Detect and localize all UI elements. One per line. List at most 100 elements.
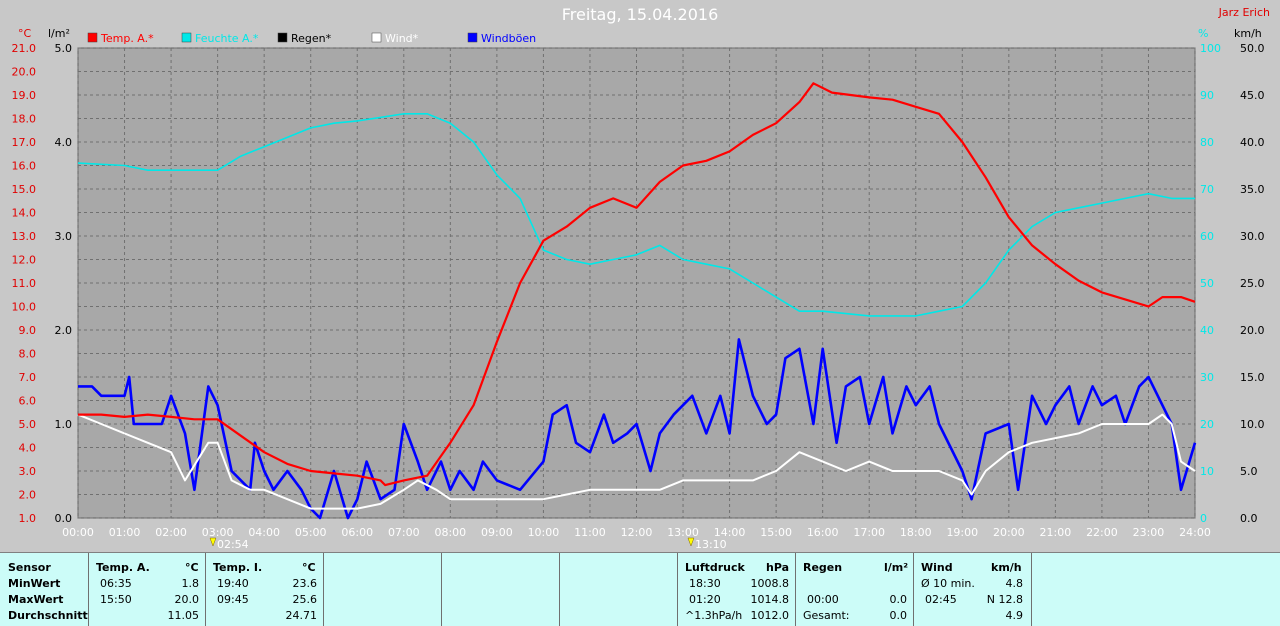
humidity-tick-label: 100 bbox=[1200, 42, 1221, 55]
temp-tick-label: 15.0 bbox=[12, 183, 37, 196]
x-tick-label: 00:00 bbox=[62, 526, 94, 539]
x-tick-label: 03:00 bbox=[202, 526, 234, 539]
legend-label: Wind* bbox=[385, 32, 419, 45]
temp-i-max-val: 25.6 bbox=[292, 593, 318, 606]
temp-tick-label: 18.0 bbox=[12, 113, 37, 126]
wind-tick-label: 15.0 bbox=[1240, 371, 1265, 384]
pressure-max-val: 1014.8 bbox=[750, 593, 790, 606]
temp-tick-label: 8.0 bbox=[19, 348, 37, 361]
x-tick-label: 20:00 bbox=[993, 526, 1025, 539]
wind-tick-label: 20.0 bbox=[1240, 324, 1265, 337]
humidity-tick-label: 40 bbox=[1200, 324, 1214, 337]
rain-tick-label: 5.0 bbox=[55, 42, 73, 55]
marker-icon bbox=[687, 537, 695, 547]
x-tick-label: 24:00 bbox=[1179, 526, 1211, 539]
rain-tick-label: 0.0 bbox=[55, 512, 73, 525]
rain-total-val: 0.0 bbox=[889, 609, 908, 622]
pressure-max-time: 01:20 bbox=[689, 593, 721, 606]
temp-tick-label: 2.0 bbox=[19, 489, 37, 502]
wind-tick-label: 25.0 bbox=[1240, 277, 1265, 290]
legend-swatch bbox=[87, 32, 98, 43]
legend: Temp. A.* Feuchte A.* Regen* Wind* Windböen bbox=[87, 32, 536, 45]
marker-icon bbox=[209, 537, 217, 547]
temp-a-header: Temp. A. bbox=[96, 561, 150, 574]
x-tick-label: 13:00 bbox=[667, 526, 699, 539]
legend-swatch bbox=[277, 32, 288, 43]
legend-label: Regen* bbox=[291, 32, 332, 45]
x-tick-label: 19:00 bbox=[946, 526, 978, 539]
x-tick-label: 23:00 bbox=[1133, 526, 1165, 539]
temp-a-max-val: 20.0 bbox=[174, 593, 200, 606]
legend-label: Windböen bbox=[481, 32, 536, 45]
sensor-header: Sensor bbox=[8, 561, 51, 574]
humidity-tick-label: 70 bbox=[1200, 183, 1214, 196]
temp-tick-label: 4.0 bbox=[19, 442, 37, 455]
rain-header: Regen bbox=[803, 561, 843, 574]
wind-avg: 4.9 bbox=[1005, 609, 1024, 622]
temp-i-max-time: 09:45 bbox=[217, 593, 249, 606]
legend-label: Feuchte A.* bbox=[195, 32, 259, 45]
temp-unit-label: °C bbox=[18, 27, 32, 40]
legend-swatch bbox=[467, 32, 478, 43]
pressure-min-time: 18:30 bbox=[689, 577, 721, 590]
temp-tick-label: 6.0 bbox=[19, 395, 37, 408]
stats-table: Sensor MinWert MaxWert Durchschnitt Temp… bbox=[0, 552, 1280, 626]
humidity-tick-label: 20 bbox=[1200, 418, 1214, 431]
pressure-unit: hPa bbox=[766, 561, 790, 574]
series-line bbox=[77, 113, 1195, 317]
rain-tick-label: 4.0 bbox=[55, 136, 73, 149]
temp-tick-label: 3.0 bbox=[19, 465, 37, 478]
rain-tick-label: 3.0 bbox=[55, 230, 73, 243]
author-label: Jarz Erich bbox=[1218, 6, 1270, 19]
x-tick-label: 12:00 bbox=[621, 526, 653, 539]
temp-a-max-time: 15:50 bbox=[100, 593, 132, 606]
row-label-avg: Durchschnitt bbox=[8, 609, 88, 622]
rain-unit-label: l/m² bbox=[48, 27, 70, 40]
temp-i-avg: 24.71 bbox=[285, 609, 318, 622]
temp-tick-label: 9.0 bbox=[19, 324, 37, 337]
pressure-trend: ^1.3hPa/h bbox=[685, 609, 743, 622]
wind-tick-label: 45.0 bbox=[1240, 89, 1265, 102]
pressure-avg: 1012.0 bbox=[750, 609, 790, 622]
wind-tick-label: 0.0 bbox=[1240, 512, 1258, 525]
humidity-tick-label: 60 bbox=[1200, 230, 1214, 243]
rain-time: 00:00 bbox=[807, 593, 839, 606]
legend-swatch bbox=[371, 32, 382, 43]
chart-title: Freitag, 15.04.2016 bbox=[561, 5, 719, 24]
x-tick-label: 01:00 bbox=[109, 526, 141, 539]
temp-a-unit: °C bbox=[185, 561, 199, 574]
wind-tick-label: 30.0 bbox=[1240, 230, 1265, 243]
x-tick-label: 06:00 bbox=[341, 526, 373, 539]
x-tick-label: 14:00 bbox=[714, 526, 746, 539]
temp-tick-label: 21.0 bbox=[12, 42, 37, 55]
temp-tick-label: 17.0 bbox=[12, 136, 37, 149]
x-tick-label: 04:00 bbox=[248, 526, 280, 539]
x-tick-label: 05:00 bbox=[295, 526, 327, 539]
humidity-tick-label: 10 bbox=[1200, 465, 1214, 478]
temp-i-header: Temp. I. bbox=[213, 561, 263, 574]
wind-header: Wind bbox=[921, 561, 953, 574]
wind-unit: km/h bbox=[991, 561, 1022, 574]
temp-tick-label: 10.0 bbox=[12, 301, 37, 314]
wind-avg10-val: 4.8 bbox=[1005, 577, 1024, 590]
rain-unit: l/m² bbox=[884, 561, 909, 574]
temp-a-avg: 11.05 bbox=[167, 609, 200, 622]
temp-tick-label: 20.0 bbox=[12, 66, 37, 79]
data-series bbox=[77, 82, 1197, 520]
time-markers: 02:54 13:10 bbox=[209, 537, 727, 551]
temp-tick-label: 5.0 bbox=[19, 418, 37, 431]
temp-tick-label: 11.0 bbox=[12, 277, 37, 290]
axis-tick-labels: 21.0 20.0 19.0 18.0 17.0 16.0 15.0 14.0 13.0 12.0… bbox=[12, 42, 1265, 539]
rain-tick-label: 1.0 bbox=[55, 418, 73, 431]
wind-tick-label: 35.0 bbox=[1240, 183, 1265, 196]
x-tick-label: 15:00 bbox=[760, 526, 792, 539]
wind-max-time: 02:45 bbox=[925, 593, 957, 606]
x-tick-label: 16:00 bbox=[807, 526, 839, 539]
rain-val: 0.0 bbox=[889, 593, 908, 606]
x-tick-label: 17:00 bbox=[853, 526, 885, 539]
humidity-tick-label: 50 bbox=[1200, 277, 1214, 290]
x-tick-label: 18:00 bbox=[900, 526, 932, 539]
temp-tick-label: 12.0 bbox=[12, 254, 37, 267]
temp-a-min-val: 1.8 bbox=[181, 577, 200, 590]
temp-i-min-val: 23.6 bbox=[292, 577, 318, 590]
